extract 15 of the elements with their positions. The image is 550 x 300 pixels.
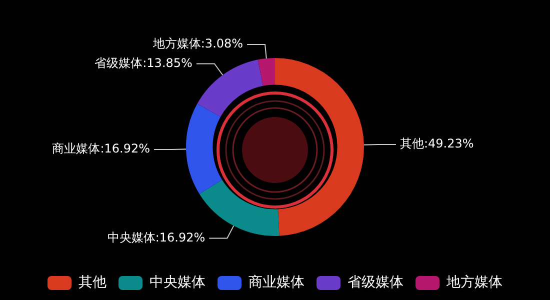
slice-label: 中央媒体	[107, 230, 156, 244]
data-label: :16.92%	[100, 142, 150, 156]
data-label: :49.23%	[424, 136, 474, 151]
legend-label: 中央媒体	[150, 274, 206, 291]
slice-label: 地方媒体	[152, 36, 201, 51]
data-label: :3.08%	[200, 36, 244, 51]
legend-label: 商业媒体	[248, 274, 304, 291]
slice-label: 其他	[400, 136, 424, 151]
legend-label: 省级媒体	[348, 274, 404, 291]
data-label: :13.85%	[142, 56, 192, 70]
data-label: :16.92%	[155, 230, 206, 244]
slice-label: 商业媒体	[52, 142, 100, 156]
slice-label: 省级媒体	[94, 56, 143, 70]
legend-label: 地方媒体	[446, 274, 502, 291]
legend-label: 其他	[78, 274, 106, 291]
